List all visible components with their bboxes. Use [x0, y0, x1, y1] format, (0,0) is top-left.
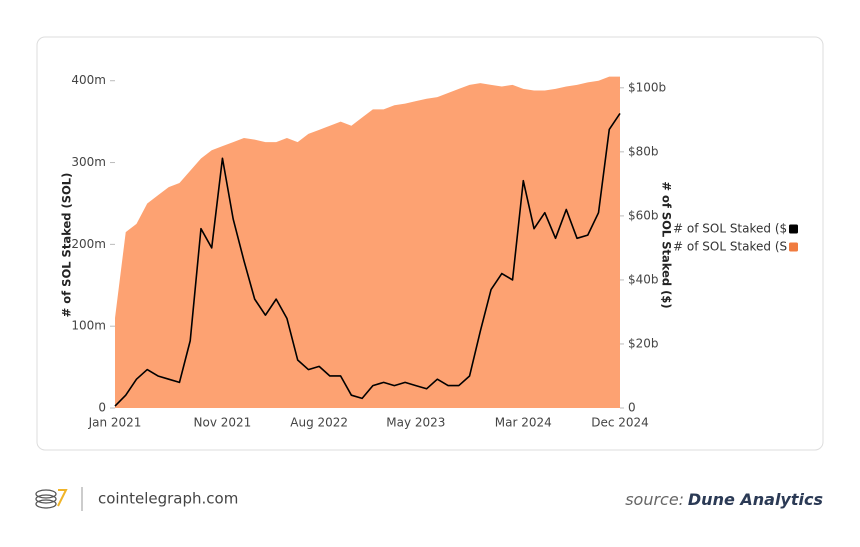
y2-tick-label: $80b — [628, 144, 659, 158]
y-tick-label: 100m — [71, 319, 106, 333]
y2-axis-title: # of SOL Staked ($) — [660, 181, 674, 308]
x-tick-label: Aug 2022 — [290, 416, 348, 430]
source-name: Dune Analytics — [688, 490, 823, 509]
legend-label: # of SOL Staked (S — [673, 240, 787, 254]
y-tick-label: 300m — [71, 155, 106, 169]
source: source: Dune Analytics — [625, 490, 823, 509]
y2-tick-label: 0 — [628, 401, 636, 415]
y2-tick-label: $100b — [628, 80, 666, 94]
x-tick-label: Mar 2024 — [495, 416, 552, 430]
x-tick-label: Dec 2024 — [591, 416, 649, 430]
y2-tick-label: $20b — [628, 336, 659, 350]
y-tick-label: 400m — [71, 73, 106, 87]
y2-tick-label: $60b — [628, 208, 659, 222]
source-label: source: — [625, 490, 684, 509]
y-axis-title: # of SOL Staked (SOL) — [60, 173, 74, 318]
x-tick-label: May 2023 — [386, 416, 445, 430]
logo — [35, 489, 68, 509]
area — [115, 76, 620, 408]
x-tick-label: Nov 2021 — [194, 416, 252, 430]
site: cointelegraph.com — [98, 490, 238, 508]
y2-tick-label: $40b — [628, 272, 659, 286]
line — [114, 112, 621, 407]
legend-label: # of SOL Staked ($ — [673, 222, 787, 236]
legend-swatch — [789, 242, 798, 252]
x-tick-label: Jan 2021 — [88, 416, 142, 430]
y-tick-label: 0 — [98, 401, 106, 415]
footer: cointelegraph.com source: Dune Analytics — [35, 487, 823, 511]
y-tick-label: 200m — [71, 237, 106, 251]
legend-swatch — [789, 224, 798, 234]
